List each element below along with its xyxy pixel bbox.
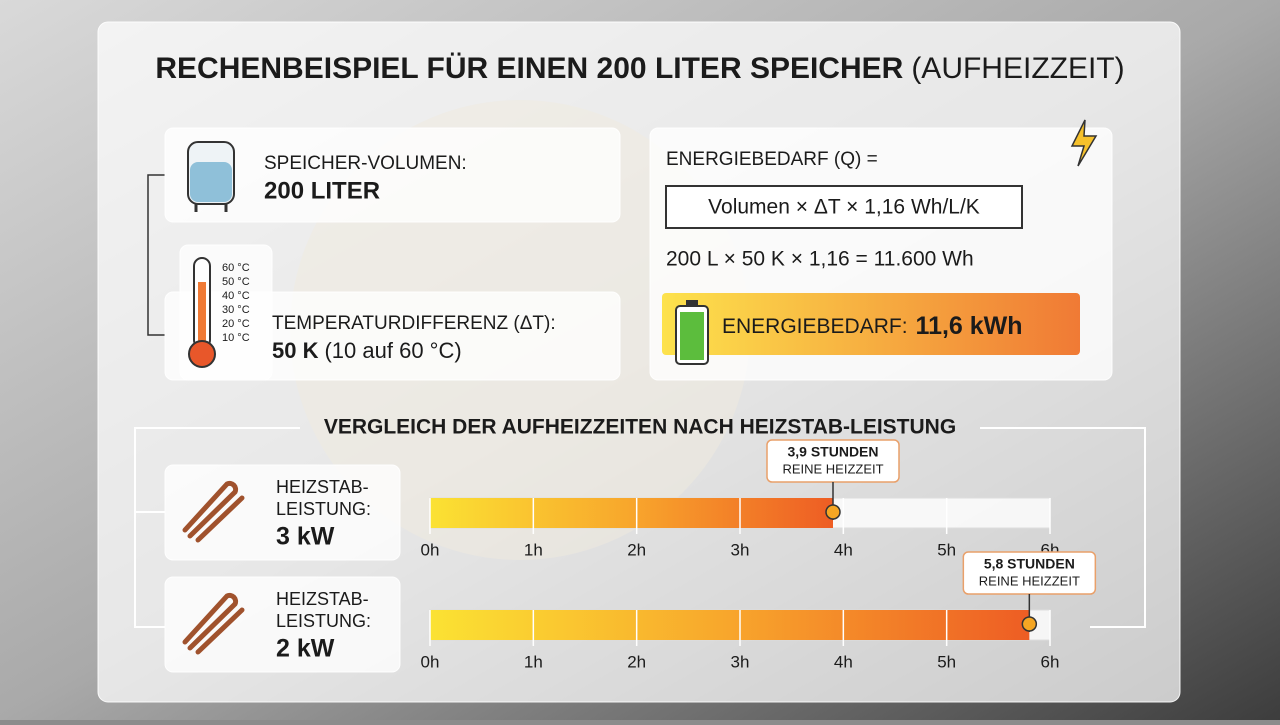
x-tick-label: 5h [937,652,956,671]
connector [147,174,165,336]
x-tick-label: 6h [1041,652,1060,671]
x-tick-label: 3h [731,652,750,671]
result-label: ENERGIEBEDARF: [722,315,908,338]
row-label: LEISTUNG: [276,499,371,519]
thermometer-tick: 20 °C [222,318,250,330]
temperature-value: 50 K [272,338,319,363]
callout-note: REINE HEIZZEIT [979,573,1080,588]
x-tick-label: 0h [421,652,440,671]
comparison-rows: HEIZSTAB-LEISTUNG:3 kW 0h 1h 2h 3h 4h 5h 6h3,9 … [164,439,1097,673]
x-tick-label: 3h [731,540,750,559]
thermometer-tick: 30 °C [222,304,250,316]
thermometer-tick: 60 °C [222,262,250,274]
thermometer-tick: 40 °C [222,290,250,302]
callout-note: REINE HEIZZEIT [782,461,883,476]
volume-label: SPEICHER-VOLUMEN: [264,153,467,174]
temperature-label: TEMPERATURDIFFERENZ (ΔT): [272,313,556,334]
callout-marker [825,504,841,520]
callout-marker [1021,616,1038,632]
x-tick-label: 2h [627,540,646,559]
thermometer-icon [188,257,216,368]
bar [430,610,1030,640]
comparison-title: VERGLEICH DER AUFHEIZZEITEN NACH HEIZSTA… [324,416,956,439]
energy-calculation: 200 L × 50 K × 1,16 = 11.600 Wh [666,248,974,271]
bar [430,498,833,528]
tank-icon [187,141,235,212]
lightning-icon [1070,119,1098,167]
x-tick-label: 0h [421,540,440,559]
x-tick-label: 5h [937,540,956,559]
x-tick-label: 4h [834,540,853,559]
title-sub: (AUFHEIZZEIT) [911,52,1124,85]
title: RECHENBEISPIEL FÜR EINEN 200 LITER SPEIC… [155,52,1124,85]
volume-value: 200 LITER [264,177,380,204]
callout-value: 5,8 STUNDEN [984,556,1075,572]
row-label: HEIZSTAB- [276,477,369,497]
x-tick-label: 1h [524,652,543,671]
result-line: ENERGIEBEDARF: 11,6 kWh [722,312,1023,340]
x-tick-label: 1h [524,540,543,559]
callout-value: 3,9 STUNDEN [787,444,878,460]
section-frame [134,427,1146,628]
energy-formula: Volumen × ΔT × 1,16 Wh/L/K [708,196,980,219]
heater-icon [182,480,245,543]
row-power: 3 kW [276,523,335,551]
volume-card [164,127,621,223]
formula-box [665,185,1023,229]
heater-icon [182,592,245,655]
result-value: 11,6 kWh [916,312,1023,340]
row-label: HEIZSTAB- [276,589,369,609]
row-power: 2 kW [276,635,335,663]
row-label: LEISTUNG: [276,611,371,631]
title-main: RECHENBEISPIEL FÜR EINEN 200 LITER SPEIC… [155,52,903,85]
thermometer-tick: 10 °C [222,332,250,344]
x-tick-label: 4h [834,652,853,671]
energy-heading: ENERGIEBEDARF (Q) = [666,149,878,170]
temperature-card [164,291,621,381]
thermometer-tick: 50 °C [222,276,250,288]
temperature-line: 50 K (10 auf 60 °C) [272,338,462,363]
temperature-detail: (10 auf 60 °C) [324,338,461,363]
result-box [662,293,1080,355]
thermometer-scale: 60 °C 50 °C 40 °C 30 °C 20 °C 10 °C [222,262,250,344]
x-tick-label: 2h [627,652,646,671]
battery-icon [675,300,709,365]
